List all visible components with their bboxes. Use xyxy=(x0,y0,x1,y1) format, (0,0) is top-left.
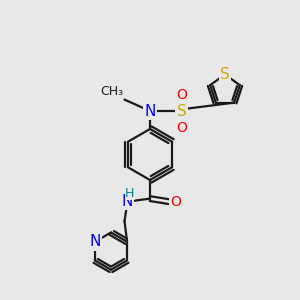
Text: N: N xyxy=(144,103,156,118)
Text: O: O xyxy=(170,195,181,208)
Text: N: N xyxy=(89,234,100,249)
Text: O: O xyxy=(176,121,187,134)
Text: S: S xyxy=(220,67,230,82)
Text: N: N xyxy=(122,194,133,209)
Text: CH₃: CH₃ xyxy=(100,85,123,98)
Text: H: H xyxy=(125,187,135,200)
Text: S: S xyxy=(177,103,186,118)
Text: O: O xyxy=(176,88,187,101)
